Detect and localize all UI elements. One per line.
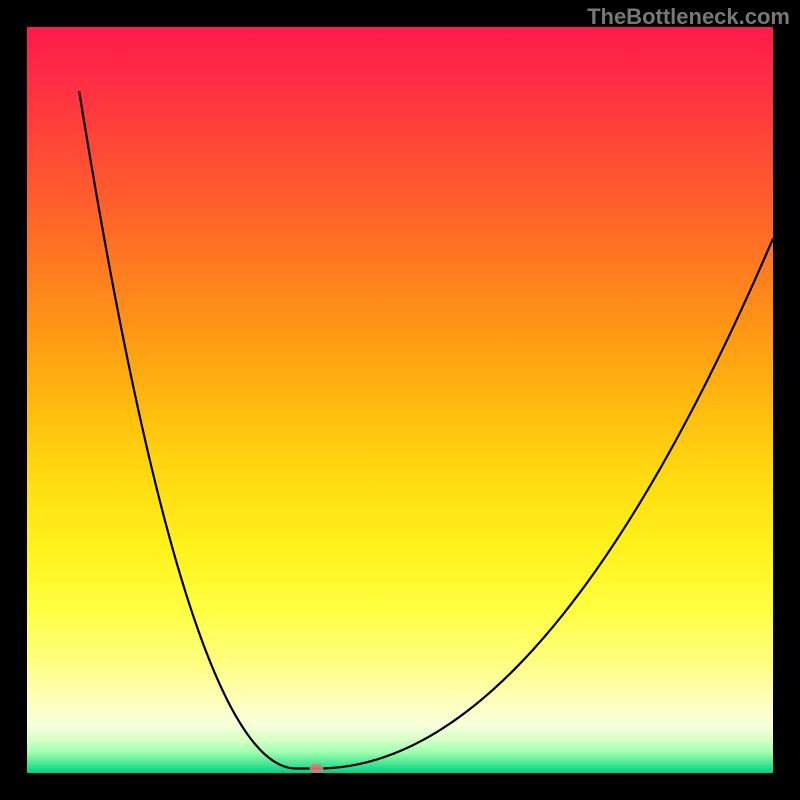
watermark-label: TheBottleneck.com (587, 4, 790, 30)
bottleneck-chart: TheBottleneck.com (0, 0, 800, 800)
chart-svg (27, 27, 773, 773)
plot-area (27, 27, 773, 773)
